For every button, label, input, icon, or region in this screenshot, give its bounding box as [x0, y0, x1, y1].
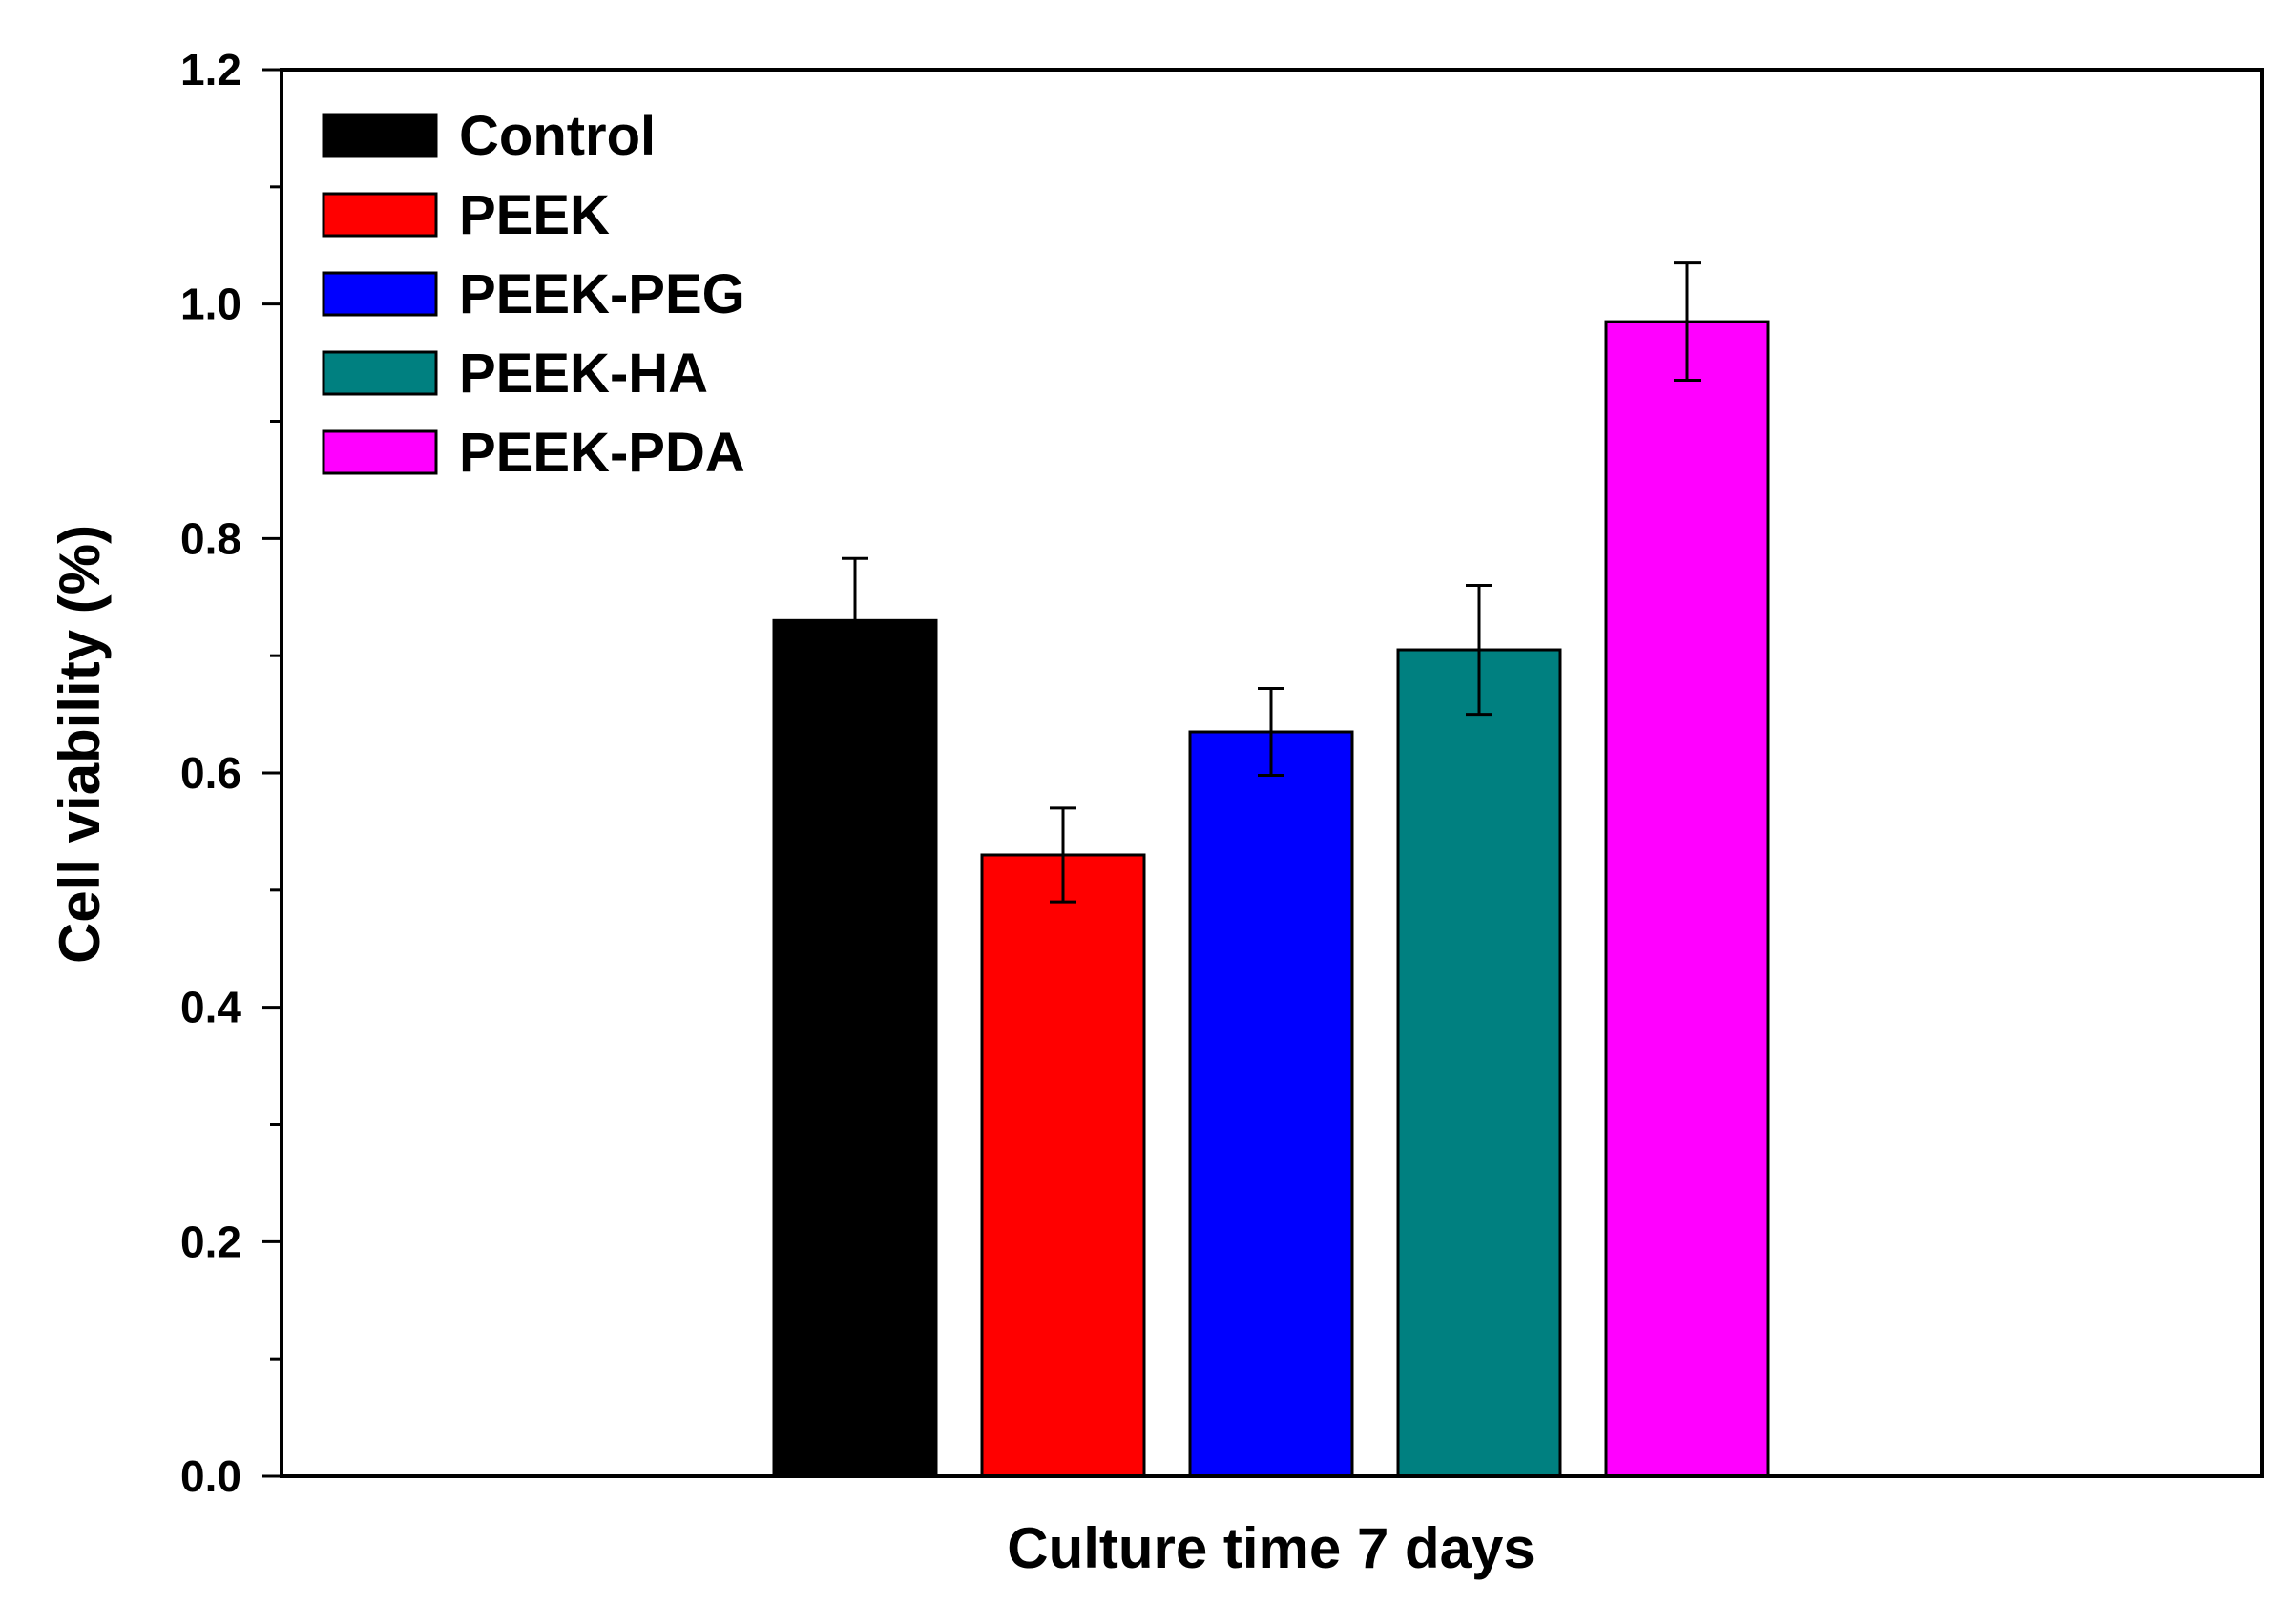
bar-peek	[980, 853, 1146, 1478]
legend-label: PEEK-PDA	[459, 422, 745, 484]
bar-peek-pda	[1604, 320, 1770, 1478]
legend-swatch	[322, 350, 438, 396]
legend-swatch	[322, 192, 438, 238]
legend-label: PEEK	[459, 184, 610, 246]
y-tick-label: 0.4	[180, 983, 241, 1032]
y-tick-label: 0.8	[180, 513, 241, 563]
y-tick-label: 1.2	[180, 45, 241, 94]
legend-label: PEEK-HA	[459, 343, 708, 405]
legend-swatch	[322, 113, 438, 158]
bar-peek-peg	[1188, 730, 1354, 1478]
legend-label: Control	[459, 105, 656, 167]
bar-control	[772, 618, 938, 1478]
legend-swatch	[322, 271, 438, 317]
legend: Control PEEK PEEK-PEG PEEK-HA PEEK-PDA	[322, 105, 745, 484]
x-axis-title: Culture time 7 days	[1007, 1516, 1535, 1580]
error-bars-group	[842, 261, 1701, 904]
y-tick-label: 1.0	[180, 280, 241, 329]
y-tick-label: 0.0	[180, 1451, 241, 1501]
axes-group: 0.0 0.2 0.4 0.6 0.8 1.0 1.2	[180, 45, 2264, 1501]
y-axis-title: Cell viability (%)	[48, 525, 112, 964]
bars-group	[772, 320, 1770, 1478]
legend-label: PEEK-PEG	[459, 263, 745, 325]
legend-swatch	[322, 429, 438, 475]
y-tick-label: 0.6	[180, 748, 241, 798]
y-tick-label: 0.2	[180, 1217, 241, 1266]
bar-peek-ha	[1396, 648, 1562, 1478]
